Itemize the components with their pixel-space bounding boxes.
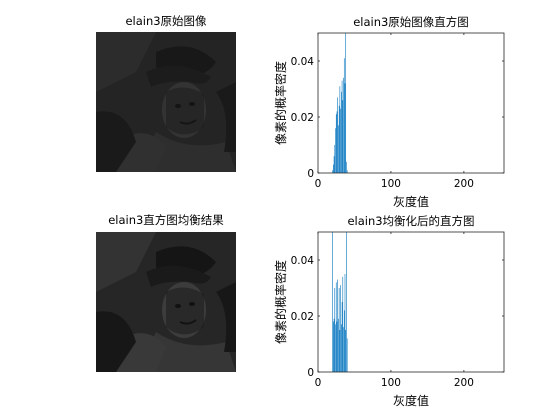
histogram-bar <box>341 80 343 173</box>
histogram-bar <box>346 170 348 173</box>
x-tick-label: 0 <box>315 377 322 389</box>
y-tick-label: 0.04 <box>291 56 315 68</box>
histogram-bar <box>334 145 336 173</box>
histogram-bar <box>333 321 334 372</box>
histogram-bar <box>343 310 345 372</box>
histogram-bar <box>342 100 344 173</box>
histogram-bar <box>339 86 341 173</box>
histogram-bar <box>340 285 341 372</box>
histogram-bar <box>341 91 342 173</box>
histogram-bar <box>333 156 335 173</box>
x-tick-label: 0 <box>315 178 322 190</box>
chart-title: elain3原始图像直方图 <box>353 15 469 29</box>
histogram-bar <box>338 288 340 372</box>
y-tick-label: 0 <box>307 168 314 180</box>
y-tick-label: 0.02 <box>291 112 314 124</box>
histogram-bar <box>332 170 333 173</box>
histogram-bar <box>341 324 342 372</box>
histogram-bar <box>339 330 341 372</box>
y-axis-label: 像素的概率密度 <box>273 61 288 145</box>
histogram-bar <box>341 302 343 372</box>
histogram-bar <box>335 114 337 173</box>
histogram-bar <box>343 327 344 372</box>
portrait-image-icon <box>96 232 236 372</box>
orig-image <box>96 32 236 172</box>
histogram-bar <box>338 105 340 173</box>
eq-image <box>96 232 236 372</box>
axes-box <box>317 32 505 174</box>
histogram-bar <box>346 232 347 372</box>
y-tick-label: 0.02 <box>291 311 314 323</box>
x-axis-label: 灰度值 <box>393 393 429 408</box>
histogram-bar <box>345 330 347 372</box>
histogram-bar <box>344 83 346 173</box>
histogram-bar <box>332 232 333 372</box>
histogram-bar <box>346 338 348 372</box>
histogram-bar <box>336 321 338 372</box>
x-tick-label: 200 <box>454 178 474 190</box>
histogram-bar <box>334 288 336 372</box>
histogram-bar <box>333 164 334 173</box>
histogram-bar <box>338 318 339 372</box>
histogram-bar <box>335 282 337 372</box>
x-axis-label: 灰度值 <box>393 194 429 209</box>
histogram-bar <box>343 58 345 174</box>
orig-image-title: elain3原始图像 <box>125 14 207 28</box>
histogram-bar <box>335 128 336 173</box>
portrait-image-icon <box>96 32 236 172</box>
y-tick-label: 0 <box>307 367 314 379</box>
axes-box <box>317 231 505 373</box>
histogram-bar <box>337 97 338 173</box>
y-axis-label: 像素的概率密度 <box>273 260 288 344</box>
chart-title: elain3均衡化后的直方图 <box>347 214 474 228</box>
histogram-bar <box>333 318 335 372</box>
x-tick-label: 200 <box>454 377 474 389</box>
x-tick-label: 100 <box>381 377 401 389</box>
histogram-bar <box>338 125 339 173</box>
histogram-bar <box>344 274 346 372</box>
histogram-bar <box>336 111 338 173</box>
x-tick-label: 100 <box>381 178 401 190</box>
histogram-bar <box>343 77 344 173</box>
histogram-bar <box>335 324 336 372</box>
histogram-bar <box>337 279 338 372</box>
eq-image-title: elain3直方图均衡结果 <box>108 213 224 227</box>
histogram-bar <box>345 33 347 173</box>
histogram-bar <box>346 161 347 173</box>
y-tick-label: 0.04 <box>291 255 315 267</box>
histogram-bar <box>342 276 344 372</box>
histogram-bar <box>340 108 341 173</box>
